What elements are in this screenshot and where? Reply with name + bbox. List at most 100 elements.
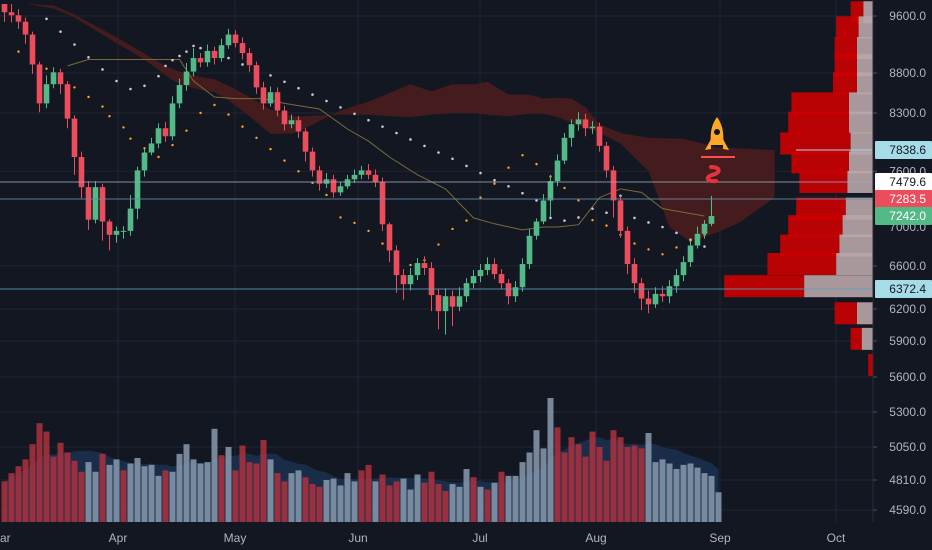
candle-body — [484, 264, 491, 271]
trailing-stop-dot — [451, 227, 454, 231]
candle-body — [498, 274, 505, 284]
candle-body — [134, 170, 141, 209]
trailing-stop-dot — [17, 50, 20, 53]
candle-body — [414, 263, 421, 276]
y-tick-label: 4590.0 — [889, 503, 926, 517]
profile-bar-sell — [868, 354, 873, 376]
candle-body — [295, 120, 302, 132]
profile-bar-sell — [791, 151, 849, 174]
volume-bar — [400, 478, 407, 522]
profile-bar-buy — [842, 215, 873, 238]
candle-body — [15, 15, 22, 22]
profile-bar-buy — [804, 275, 873, 298]
volume-bar — [295, 470, 302, 522]
psar-dot — [87, 56, 90, 59]
trailing-stop-dot — [353, 221, 356, 225]
signal-marker — [701, 117, 735, 184]
profile-bar-sell — [850, 327, 862, 350]
volume-bar — [519, 462, 526, 522]
candle-body — [169, 103, 176, 137]
trailing-stop-dot — [108, 115, 111, 118]
candle-body — [323, 179, 330, 184]
profile-bar-sell — [834, 37, 857, 60]
profile-bar-buy — [849, 151, 873, 174]
psar-dot — [129, 87, 132, 91]
candle-body — [288, 120, 295, 125]
candle-body — [463, 283, 470, 297]
profile-bar-buy — [857, 302, 873, 325]
trailing-stop-dot — [493, 182, 496, 185]
psar-dot — [101, 68, 104, 71]
trailing-stop-dot — [122, 126, 125, 129]
trailing-stop-dot — [171, 143, 174, 147]
candle-body — [708, 216, 715, 224]
psar-dot — [178, 54, 181, 58]
volume-bar — [141, 466, 148, 522]
price-axis: 9600.08800.08300.07600.06600.06200.05900… — [872, 0, 932, 550]
candle-body — [547, 181, 554, 201]
volume-bar — [414, 474, 421, 522]
volume-bar — [8, 473, 15, 522]
trailing-stop-dot — [339, 216, 342, 219]
volume-bar — [386, 485, 393, 522]
candle-body — [680, 262, 687, 276]
profile-bar-sell — [834, 54, 857, 77]
candle-body — [491, 264, 498, 275]
psar-dot — [325, 99, 328, 103]
x-tick-label: Apr — [109, 531, 128, 545]
volume-bar — [526, 452, 533, 522]
y-tick-label: 4810.0 — [889, 473, 926, 487]
profile-bar-sell — [788, 111, 849, 134]
candle-body — [204, 50, 211, 63]
psar-dot — [367, 118, 370, 122]
rocket-fin-left — [705, 139, 711, 150]
volume-bar — [540, 448, 547, 522]
candle-body — [1, 4, 8, 13]
psar-dot — [339, 106, 342, 109]
trailing-stop-dot — [591, 218, 594, 222]
candle-body — [393, 250, 400, 276]
candle-body — [617, 200, 624, 231]
volume-bar — [477, 486, 484, 522]
volume-bar — [281, 481, 288, 522]
candle-body — [575, 119, 582, 125]
volume-bar — [260, 440, 267, 522]
psar-dot — [661, 225, 664, 229]
psar-dot — [171, 58, 174, 62]
trailing-stop-dot — [465, 219, 468, 222]
volume-bar — [127, 463, 134, 522]
volume-bar — [232, 470, 239, 522]
candle-body — [358, 170, 365, 175]
psar-dot — [493, 178, 496, 182]
volume-bar — [428, 471, 435, 522]
psar-dot — [73, 43, 76, 46]
volume-bar — [379, 474, 386, 522]
trailing-stop-dot — [143, 147, 146, 150]
psar-dot — [675, 231, 678, 235]
x-tick-label: May — [224, 531, 247, 545]
volume-bar — [113, 459, 120, 522]
candle-body — [554, 160, 561, 182]
volume-bar — [351, 481, 358, 522]
candle-body — [64, 84, 71, 119]
profile-bar-buy — [849, 111, 873, 134]
trailing-stop-dot — [437, 243, 440, 246]
psar-dot — [59, 30, 62, 33]
volume-bar — [407, 489, 414, 522]
y-tick-label: 5600.0 — [889, 370, 926, 384]
trailing-stop-dot — [129, 137, 132, 140]
rocket-fin-right — [723, 139, 729, 150]
volume-bar — [568, 437, 575, 522]
volume-bar — [1, 481, 8, 522]
candle-body — [197, 58, 204, 63]
candle-body — [246, 53, 253, 66]
trailing-stop-dot — [241, 125, 244, 128]
volume-bar — [344, 473, 351, 522]
volume-bar — [603, 460, 610, 522]
volume-bar — [624, 447, 631, 522]
volume-bar — [246, 462, 253, 522]
candle-body — [260, 87, 267, 104]
volume-bar — [162, 470, 169, 522]
trailing-stop-dot — [157, 155, 160, 159]
